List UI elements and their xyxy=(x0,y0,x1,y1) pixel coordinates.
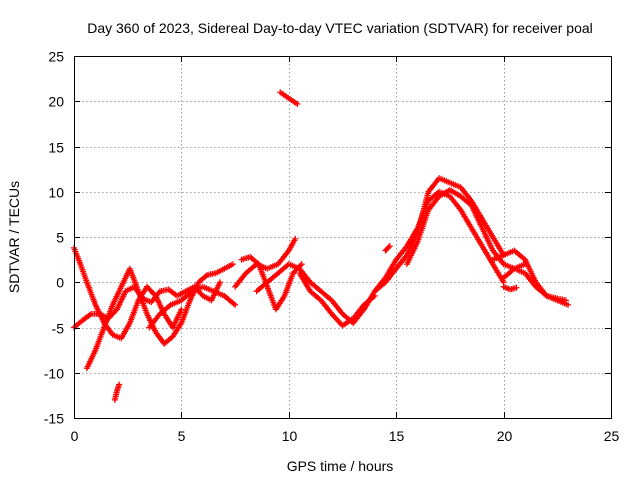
data-point xyxy=(116,381,123,388)
data-point xyxy=(565,301,572,308)
data-point xyxy=(217,279,224,286)
series-arc-n xyxy=(403,186,529,272)
data-point xyxy=(230,300,237,307)
data-point xyxy=(187,289,194,296)
data-point xyxy=(229,261,236,268)
y-tick-label: 20 xyxy=(48,94,64,110)
y-tick-label: -5 xyxy=(52,321,65,337)
data-point xyxy=(178,306,185,313)
x-tick-label: 5 xyxy=(178,428,186,444)
x-tick-label: 15 xyxy=(389,428,405,444)
series-arc-j xyxy=(277,89,301,107)
grid-lines xyxy=(74,56,611,418)
x-tick-label: 0 xyxy=(71,428,79,444)
y-tick-label: 15 xyxy=(48,140,64,156)
series-arc-a xyxy=(71,244,185,342)
y-tick-label: 0 xyxy=(56,275,64,291)
data-point xyxy=(298,261,305,268)
x-tick-label: 25 xyxy=(604,428,620,444)
x-tick-label: 10 xyxy=(282,428,298,444)
x-tick-label: 20 xyxy=(497,428,513,444)
y-axis-label: SDTVAR / TECUs xyxy=(6,181,22,293)
data-marks xyxy=(71,89,572,403)
y-tick-label: 10 xyxy=(48,185,64,201)
y-tick-label: -15 xyxy=(44,411,64,427)
data-point xyxy=(562,297,569,304)
data-point xyxy=(385,244,392,251)
y-tick-label: -10 xyxy=(44,366,64,382)
y-tick-label: 5 xyxy=(56,230,64,246)
series-arc-q xyxy=(500,283,520,293)
chart-title: Day 360 of 2023, Sidereal Day-to-day VTE… xyxy=(87,20,593,36)
data-point xyxy=(232,301,239,308)
series-arc-i xyxy=(296,270,378,329)
series-arc-k xyxy=(382,243,393,254)
series-arc-p xyxy=(500,265,569,304)
series-arc-h xyxy=(253,261,389,326)
data-point xyxy=(370,293,377,300)
data-point xyxy=(166,303,173,310)
series-arc-g xyxy=(238,253,305,313)
x-axis-label: GPS time / hours xyxy=(287,458,394,474)
axis-ticks: 0 5 10 15 20 25 -15 -10 -5 0 5 10 15 20 25 xyxy=(44,49,620,445)
data-point xyxy=(542,291,549,298)
y-tick-label: 25 xyxy=(48,49,64,65)
data-point xyxy=(386,243,393,250)
series-arc-e xyxy=(111,381,123,403)
data-point xyxy=(292,235,299,242)
data-point xyxy=(513,284,520,291)
series-arc-d xyxy=(146,283,239,331)
data-point xyxy=(294,100,301,107)
